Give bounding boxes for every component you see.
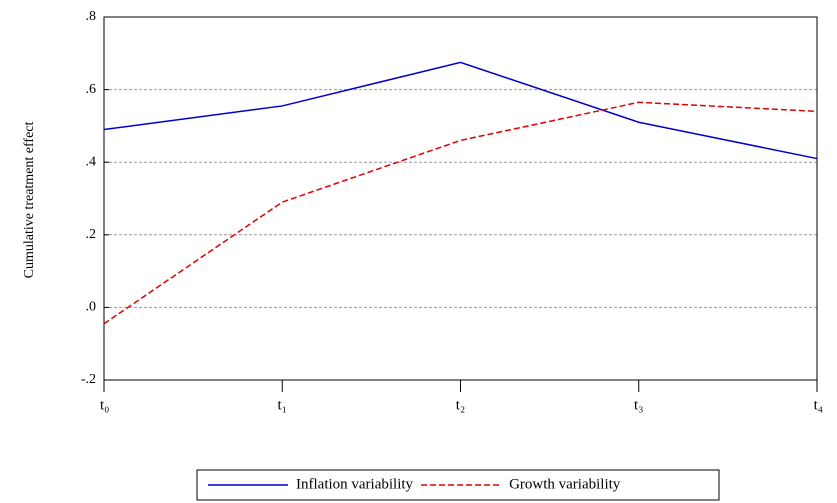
y-tick-label: .0 [86, 300, 97, 315]
plot-frame [103, 16, 818, 381]
y-tick-label: .4 [86, 154, 97, 169]
y-tick-label: -.2 [81, 372, 96, 387]
y-tick-label: .8 [86, 9, 97, 24]
y-tick-label: .6 [86, 82, 97, 97]
y-tick-label: .2 [86, 227, 97, 242]
x-tick-label: t₂ [456, 397, 465, 413]
x-tick-label: t₀ [100, 397, 109, 413]
x-tick-label: t₁ [278, 397, 287, 413]
series-line [103, 101, 818, 325]
legend-label: Growth variability [509, 476, 621, 492]
x-tick-label: t₃ [634, 397, 643, 413]
y-axis-label: Cumulative treatment effect [22, 121, 37, 278]
series-line [103, 61, 818, 160]
legend-label: Inflation variability [296, 476, 414, 492]
x-tick-label: t₄ [814, 397, 823, 413]
